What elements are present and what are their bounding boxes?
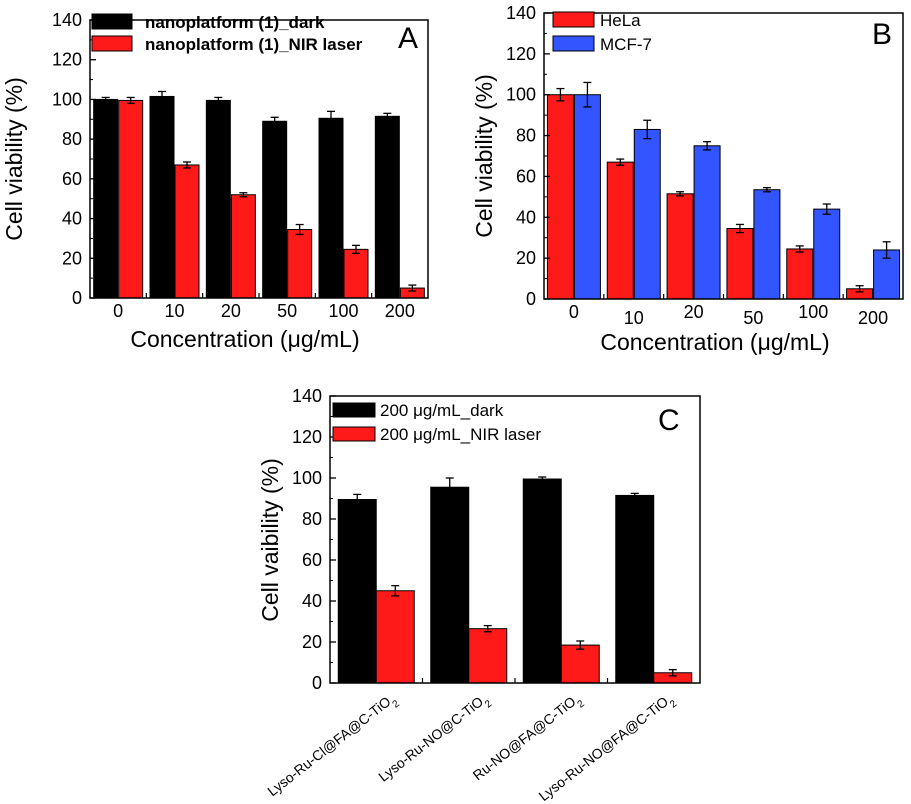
bar [615,494,655,684]
x-category-label: 100 [798,302,828,322]
y-tick-label: 120 [52,50,82,70]
bar [262,120,288,299]
y-tick-label: 0 [526,289,536,309]
y-axis-title: Cell viability (%) [471,74,497,238]
y-tick-label: 40 [62,209,82,229]
y-tick-label: 100 [506,85,536,105]
subscript: 2 [668,698,680,710]
x-category-label: 10 [164,301,184,321]
subscript: 2 [390,698,402,710]
bar [174,164,200,299]
legend-swatch [332,426,376,442]
legend-swatch [552,11,595,28]
bar [430,486,470,684]
bar [93,98,119,299]
bar [337,499,377,684]
x-category-label: Lyso-Ru-Cl@FA@C-TiO2 [264,689,402,803]
y-tick-label: 140 [506,3,536,23]
bar [318,117,344,299]
bar [546,94,574,300]
x-category-label: 50 [743,308,763,328]
y-tick-label: 40 [516,207,536,227]
bar [205,99,231,299]
bar [287,228,313,299]
legend-swatch [91,13,133,30]
y-tick-label: 20 [302,632,322,652]
y-axis-title: Cell vaibility (%) [257,458,283,622]
bar [343,248,369,299]
y-tick-label: 0 [72,288,82,308]
legend-label: nanoplatform (1)_dark [145,13,325,32]
bar [149,95,175,299]
legend-label: 200 μg/mL_NIR laser [380,425,541,444]
legend-swatch [332,402,376,418]
chart-panel-b: 0 20 40 60 80 100 120 140 0 10 20 50 100 200 Concentra… [471,3,904,355]
y-tick-label: 0 [312,673,322,693]
legend-label: 200 μg/mL_dark [380,401,504,420]
legend-swatch [91,35,133,52]
bar [522,478,562,684]
x-category-label: 50 [277,301,297,321]
bar [666,193,694,300]
chart-panel-a: 0 20 40 60 80 100 120 140 0 10 20 50 100 200 Concentra… [1,10,429,352]
y-tick-label: 140 [52,10,82,30]
y-tick-label: 100 [292,468,322,488]
legend-swatch [552,35,595,52]
subscript: 2 [575,698,587,710]
x-category-label: 200 [858,308,888,328]
y-axis-title: Cell viability (%) [1,77,27,241]
y-tick-label: 80 [302,509,322,529]
chart-panel-c: 020406080100120140Lyso-Ru-Cl@FA@C-TiO2Ly… [257,386,701,804]
y-tick-label: 60 [516,166,536,186]
legend-label: MCF-7 [600,35,652,54]
legend-label: nanoplatform (1)_NIR laser [145,35,363,54]
x-category-label: 10 [624,308,644,328]
x-category-label: 100 [328,301,358,321]
bar [693,145,721,300]
y-tick-label: 60 [302,550,322,570]
bar [375,590,415,684]
panel-label: B [872,18,892,51]
x-axis-title: Concentration (μg/mL) [600,329,829,355]
y-tick-label: 100 [52,89,82,109]
x-category-label: 20 [221,301,241,321]
bar [633,128,661,300]
bar [726,228,754,300]
x-axis-title: Concentration (μg/mL) [130,326,359,352]
subscript: 2 [483,698,495,710]
bar [468,628,508,684]
panel-label: C [658,404,680,437]
legend-label: HeLa [600,11,641,30]
y-tick-label: 120 [506,44,536,64]
panel-label: A [398,22,418,55]
bar [753,189,781,300]
y-tick-label: 40 [302,591,322,611]
y-tick-label: 140 [292,386,322,406]
y-tick-label: 80 [516,126,536,146]
bar [573,94,601,300]
bar [813,208,841,300]
x-category-label: 20 [684,302,704,322]
x-category-label: 200 [385,301,415,321]
bar [606,161,634,300]
y-tick-label: 60 [62,169,82,189]
bar [118,99,144,299]
bar [560,644,600,684]
y-tick-label: 20 [62,248,82,268]
x-category-label: 0 [113,301,123,321]
bar [230,194,256,299]
bar [374,115,400,299]
bar [786,248,814,300]
y-tick-label: 20 [516,248,536,268]
x-category-label: 0 [569,302,579,322]
y-tick-label: 80 [62,129,82,149]
y-tick-label: 120 [292,427,322,447]
